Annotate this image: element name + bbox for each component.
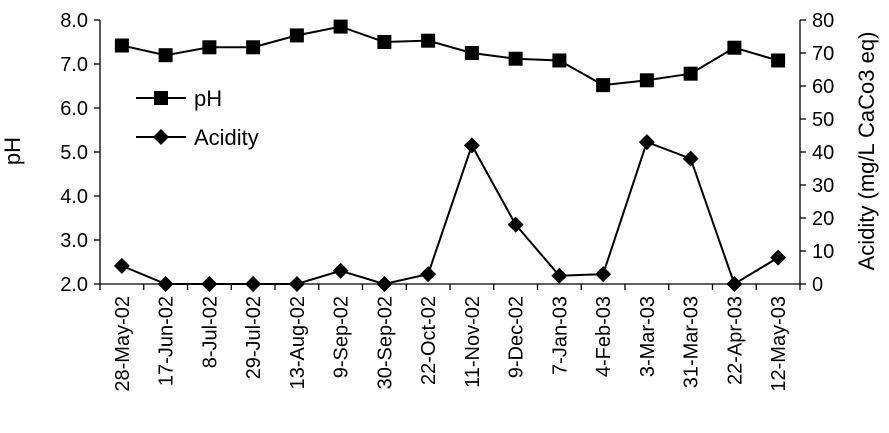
left-tick-label: 8.0 [60,10,88,32]
data-point-ph [464,46,479,60]
data-point-acidity [638,134,655,151]
data-point-ph [289,28,304,43]
data-point-ph [202,40,217,55]
data-point-acidity [157,276,174,292]
legend-item-acidity: Acidity [136,125,259,150]
right-tick-label: 40 [812,142,834,164]
data-point-acidity [682,150,699,167]
x-tick-label: 30-Sep-02 [374,296,396,389]
series-line-ph [121,25,779,87]
data-point-ph [421,33,436,48]
right-tick-label: 50 [812,109,834,131]
series-layer [113,19,787,292]
data-point-acidity [332,262,349,279]
data-point-acidity [376,276,393,292]
legend-marker-acidity [153,129,169,145]
data-point-acidity [420,266,437,283]
data-point-ph [552,53,567,68]
right-tick-label: 20 [812,208,834,230]
legend-label-ph: pH [194,86,222,111]
data-point-acidity [595,266,612,283]
data-point-acidity [463,137,480,154]
left-tick-label: 4.0 [60,186,88,208]
x-tick-label: 17-Jun-02 [156,296,178,386]
x-tick-label: 12-May-03 [768,296,790,392]
right-tick-label: 30 [812,175,834,197]
data-point-acidity [507,216,524,233]
series-line-acidity [121,140,779,286]
data-point-ph [639,73,654,88]
left-tick-label: 7.0 [60,54,88,76]
x-tick-label: 9-Dec-02 [506,296,528,378]
data-point-ph [377,35,392,49]
x-axis-ticks: 28-May-02 17-Jun-02 8-Jul-02 29-Jul-02 13-Au… [99,284,801,392]
left-tick-label: 5.0 [60,142,88,164]
x-tick-label: 8-Jul-02 [199,296,221,368]
right-tick-label: 10 [812,241,834,263]
x-tick-label: 28-May-02 [112,296,134,392]
left-tick-label: 3.0 [60,230,88,252]
legend-item-ph: pH [136,86,222,111]
left-tick-label: 6.0 [60,98,88,120]
x-tick-label: 4-Feb-03 [593,296,615,377]
data-point-acidity [726,276,743,292]
axes [99,20,801,285]
data-point-ph [683,66,698,81]
x-tick-label: 22-Apr-03 [724,296,746,385]
series-acidity [113,134,787,292]
left-axis-ticks: 2.0 3.0 4.0 5.0 6.0 7.0 8.0 [60,10,100,296]
right-axis-ticks: 0 10 20 30 40 50 60 70 80 [800,10,834,296]
y2-axis-title: Acidity (mg/L CaCo3 eq) [854,32,879,271]
data-point-acidity [288,276,305,292]
x-tick-label: 22-Oct-02 [418,296,440,385]
data-point-ph [114,38,129,53]
y-axis-title: pH [0,137,25,165]
data-point-ph [333,19,348,34]
data-point-ph [771,53,786,68]
x-tick-label: 31-Mar-03 [681,296,703,388]
x-tick-label: 29-Jul-02 [243,296,265,379]
data-point-ph [246,40,261,55]
data-point-ph [508,51,523,66]
right-tick-label: 70 [812,43,834,65]
right-tick-label: 80 [812,10,834,32]
data-point-acidity [245,276,262,292]
x-tick-label: 9-Sep-02 [331,296,353,378]
series-ph [114,19,786,93]
data-point-ph [596,78,611,93]
data-point-acidity [113,257,130,274]
left-tick-label: 2.0 [60,274,88,296]
legend: pH Acidity [136,86,259,150]
data-point-ph [727,40,742,55]
data-point-acidity [770,249,787,266]
right-tick-label: 60 [812,76,834,98]
x-tick-label: 13-Aug-02 [287,296,309,389]
x-tick-label: 3-Mar-03 [637,296,659,377]
data-point-acidity [551,267,568,284]
legend-marker-ph [154,91,168,105]
legend-label-acidity: Acidity [194,125,259,150]
x-tick-label: 11-Nov-02 [462,296,484,388]
x-tick-label: 7-Jan-03 [549,296,571,375]
data-point-ph [158,48,173,63]
right-tick-label: 0 [812,274,823,296]
data-point-acidity [201,276,218,292]
